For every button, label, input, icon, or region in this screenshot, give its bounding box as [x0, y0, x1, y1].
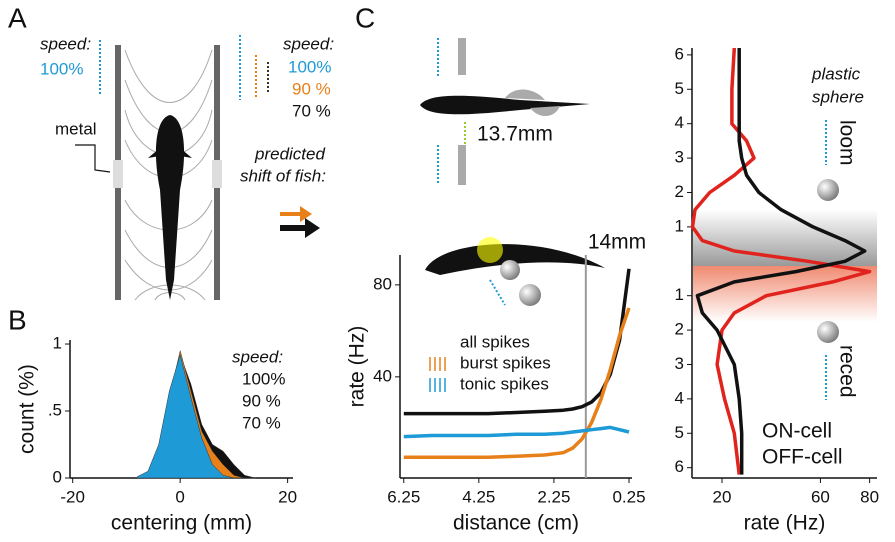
pointer [75, 144, 111, 173]
legend-title: speed: [232, 347, 283, 366]
fish [425, 244, 605, 275]
legend-label: 70 % [242, 413, 281, 432]
reference-label: 14mm [588, 231, 646, 254]
y-tick-label: 4 [675, 113, 684, 132]
sensor-spot [477, 237, 503, 263]
y-tick-label: .5 [48, 400, 62, 419]
y-tick-label: 4 [675, 388, 684, 407]
x-axis-label: rate (Hz) [744, 512, 826, 535]
legend-label: all spikes [460, 332, 530, 351]
metal-patch [212, 160, 222, 188]
y-tick-label: 2 [675, 320, 684, 339]
y-tick-label: 5 [675, 423, 684, 442]
legend-label: tonic spikes [460, 374, 549, 393]
y-axis-label: rate (Hz) [346, 326, 369, 408]
y-tick-label: 80 [373, 274, 392, 293]
fish [155, 115, 185, 300]
x-axis-label: centering (mm) [111, 512, 252, 535]
y-tick-label: 1 [675, 216, 684, 235]
distance-label: 13.7mm [477, 123, 553, 146]
annotation: reced [835, 345, 858, 398]
x-tick-label: 60 [811, 487, 830, 506]
fish [420, 95, 590, 115]
legend-label: ON-cell [762, 420, 832, 443]
legend-label: 100% [242, 369, 285, 388]
y-tick-label: 3 [675, 354, 684, 373]
y-tick-label: 5 [675, 79, 684, 98]
panel-label: C [355, 2, 375, 33]
line [690, 47, 872, 475]
x-tick-label: 20 [278, 487, 297, 506]
sphere-track [458, 145, 466, 185]
annotation: loom [835, 120, 858, 166]
fish-fin [148, 148, 192, 158]
speed-title: speed: [40, 34, 91, 53]
sphere [500, 260, 520, 280]
y-tick-label: 1 [675, 285, 684, 304]
y-axis-label: count (%) [16, 364, 39, 454]
fish-fin [505, 89, 560, 117]
x-axis-label: distance (cm) [453, 512, 579, 535]
line [403, 307, 631, 460]
speed-title: speed: [283, 34, 334, 53]
shift-arrow [280, 218, 320, 238]
y-tick-label: 3 [675, 148, 684, 167]
panel-label: B [8, 304, 27, 335]
sphere-track [458, 38, 466, 75]
shift-arrow [280, 206, 312, 222]
y-tick-label: 2 [675, 182, 684, 201]
prediction-label: shift of fish: [240, 166, 326, 185]
metal-patch [113, 160, 123, 188]
x-tick-label: 0 [175, 487, 184, 506]
speed-value: 70 % [292, 101, 331, 120]
legend-label: burst spikes [460, 353, 551, 372]
line [403, 425, 630, 439]
prediction-label: predicted [254, 144, 325, 163]
near-zone [693, 266, 877, 322]
speed-value: 100% [288, 57, 331, 76]
annotation: plastic [811, 64, 861, 83]
x-tick-label: 0.25 [612, 487, 645, 506]
legend-label: OFF-cell [762, 446, 843, 469]
panel-label: A [8, 2, 27, 33]
legend-label: 90 % [242, 391, 281, 410]
x-tick-label: 80 [860, 487, 879, 506]
sphere [519, 284, 541, 306]
metal-label: metal [55, 119, 97, 138]
y-tick-label: 6 [675, 457, 684, 476]
line [695, 48, 867, 475]
sphere [817, 321, 839, 343]
speed-value: 100% [40, 59, 83, 78]
y-tick-label: 0 [53, 467, 62, 486]
y-tick-label: 6 [675, 44, 684, 63]
speed-value: 90 % [292, 79, 331, 98]
annotation: sphere [812, 87, 864, 106]
area [136, 353, 256, 479]
y-tick-label: 40 [373, 366, 392, 385]
x-tick-label: 20 [713, 487, 732, 506]
x-tick-label: 4.25 [462, 487, 495, 506]
motion-arrow [489, 279, 506, 306]
y-tick-label: 1 [53, 334, 62, 353]
x-tick-label: -20 [60, 487, 85, 506]
x-tick-label: 6.25 [387, 487, 420, 506]
sphere [817, 179, 839, 201]
x-tick-label: 2.25 [537, 487, 570, 506]
